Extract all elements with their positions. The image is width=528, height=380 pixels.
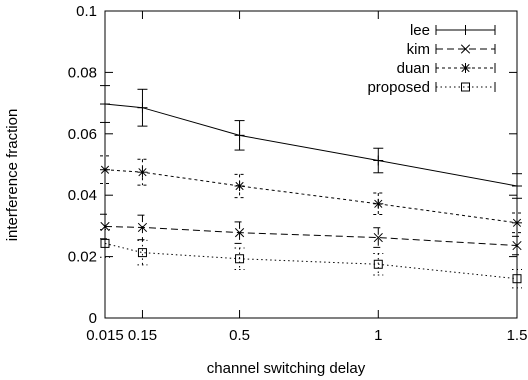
y-tick-label: 0.08: [68, 64, 97, 81]
y-axis-label: interference fraction: [4, 109, 21, 242]
x-tick-label: 0.5: [229, 327, 250, 344]
data-point: [512, 180, 522, 191]
data-point: [137, 167, 148, 178]
series-lee: [100, 85, 522, 199]
data-point: [373, 198, 384, 209]
error-bar: [512, 235, 522, 256]
legend-marker: [461, 82, 470, 92]
series-duan: [100, 155, 522, 234]
data-point: [137, 222, 148, 233]
legend-label: kim: [407, 41, 430, 58]
error-bar: [137, 239, 148, 266]
data-point: [100, 164, 110, 175]
series-proposed: [100, 229, 522, 289]
data-point: [373, 232, 383, 243]
data-point: [373, 155, 384, 166]
data-point: [373, 259, 383, 269]
y-tick-label: 0: [89, 310, 97, 327]
legend-marker: [460, 44, 471, 54]
x-axis-label: channel switching delay: [207, 360, 366, 377]
series-line-duan: [104, 169, 518, 224]
data-point: [100, 238, 110, 248]
data-point: [234, 130, 245, 141]
error-bar: [373, 253, 384, 276]
legend-item-lee: lee: [410, 22, 496, 39]
error-bar: [234, 173, 245, 199]
legend-label: proposed: [367, 79, 430, 96]
y-tick-label: 0.06: [68, 126, 97, 143]
x-tick-label: 1.5: [507, 327, 528, 344]
error-bar: [100, 229, 110, 258]
data-point: [137, 248, 147, 258]
legend-label: duan: [397, 60, 430, 77]
error-bar: [234, 221, 245, 244]
data-point: [512, 217, 522, 228]
legend-label: lee: [410, 22, 430, 39]
data-point: [234, 228, 245, 238]
error-bar: [512, 212, 522, 234]
series-line-proposed: [104, 242, 518, 280]
series-kim: [100, 213, 522, 256]
error-bar: [512, 268, 522, 289]
data-point: [100, 99, 110, 110]
series-line-lee: [104, 103, 518, 187]
y-tick-label: 0.02: [68, 249, 97, 266]
error-bar: [373, 227, 384, 248]
data-point: [100, 221, 110, 232]
series-line-kim: [104, 226, 518, 247]
error-bar: [373, 192, 384, 216]
data-point: [235, 254, 245, 264]
legend-item-duan: duan: [397, 60, 496, 77]
x-tick-label: 0.15: [128, 327, 157, 344]
data-point: [137, 102, 148, 113]
x-tick-label: 1: [374, 327, 382, 344]
legend-marker: [460, 25, 471, 35]
error-bar: [234, 247, 245, 270]
data-point: [234, 180, 245, 191]
x-tick-label: 0.015: [86, 327, 124, 344]
data-point: [512, 240, 522, 251]
y-tick-label: 0.1: [76, 3, 97, 20]
legend-marker: [460, 63, 471, 73]
legend-item-kim: kim: [407, 41, 496, 58]
data-point: [512, 274, 522, 284]
y-tick-label: 0.04: [68, 187, 97, 204]
legend-item-proposed: proposed: [367, 79, 496, 96]
